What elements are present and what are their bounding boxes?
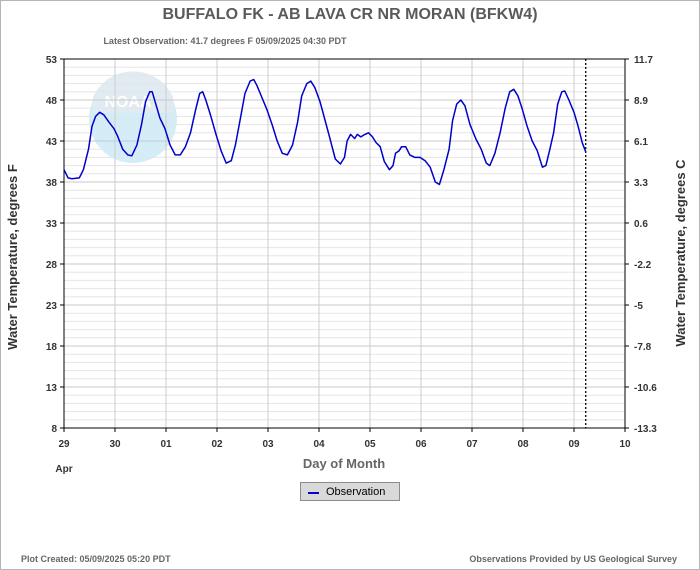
x-tick-label: 01: [160, 439, 172, 450]
y-tick-label-right: 0.6: [634, 219, 648, 230]
x-tick-label: 08: [517, 439, 529, 450]
y-tick-label-left: 38: [46, 178, 58, 189]
y-tick-label-left: 33: [46, 219, 58, 230]
legend-swatch-observation: [308, 492, 319, 494]
x-tick-label: 09: [568, 439, 580, 450]
x-month-label: Apr: [55, 464, 72, 475]
data-source-footer: Observations Provided by US Geological S…: [469, 554, 677, 564]
y-tick-label-left: 8: [51, 424, 57, 435]
y-tick-label-right: -2.2: [634, 260, 652, 271]
y-tick-label-left: 53: [46, 55, 58, 66]
y-tick-label-right: 6.1: [634, 137, 648, 148]
y-tick-label-right: -10.6: [634, 383, 657, 394]
y-tick-label-right: -13.3: [634, 424, 657, 435]
x-tick-label: 10: [619, 439, 631, 450]
x-tick-label: 02: [211, 439, 223, 450]
y-tick-label-left: 28: [46, 260, 58, 271]
series-layer: [63, 59, 587, 428]
x-tick-label: 03: [262, 439, 274, 450]
latest-observation-subtitle: Latest Observation: 41.7 degrees F 05/09…: [103, 36, 347, 46]
y-tick-label-right: -5: [634, 301, 643, 312]
x-tick-label: 07: [466, 439, 478, 450]
x-tick-label: 06: [415, 439, 427, 450]
x-tick-label: 29: [58, 439, 70, 450]
y-tick-label-left: 23: [46, 301, 58, 312]
y-tick-label-left: 13: [46, 383, 58, 394]
legend: Observation: [300, 482, 400, 501]
y-tick-label-left: 18: [46, 342, 58, 353]
y-axis-title-left: Water Temperature, degrees F: [5, 164, 20, 350]
series-line-observation: [63, 78, 587, 186]
y-tick-label-left: 48: [46, 96, 58, 107]
y-tick-label-left: 43: [46, 137, 58, 148]
y-axis-title-right: Water Temperature, degrees C: [673, 159, 688, 347]
x-axis-title: Day of Month: [303, 456, 385, 471]
plot-grid: [63, 58, 626, 429]
x-tick-label: 30: [109, 439, 121, 450]
x-tick-label: 04: [313, 439, 325, 450]
chart-title: BUFFALO FK - AB LAVA CR NR MORAN (BFKW4): [162, 6, 537, 23]
plot-area-border: [63, 58, 626, 429]
x-tick-label: 05: [364, 439, 376, 450]
axis-ticks: 53 11.7 48 8.9 43 6.1 38 3.3 33 0.6 28 -2.2 23 -5 18 -7…: [46, 55, 657, 450]
noaa-logo-text: NOAA: [104, 94, 152, 111]
y-tick-label-right: 3.3: [634, 178, 648, 189]
y-tick-label-right: 11.7: [634, 55, 653, 66]
plot-created-footer: Plot Created: 05/09/2025 05:20 PDT: [21, 554, 171, 564]
y-tick-label-right: -7.8: [634, 342, 652, 353]
y-tick-label-right: 8.9: [634, 96, 648, 107]
legend-label-observation: Observation: [326, 486, 386, 498]
